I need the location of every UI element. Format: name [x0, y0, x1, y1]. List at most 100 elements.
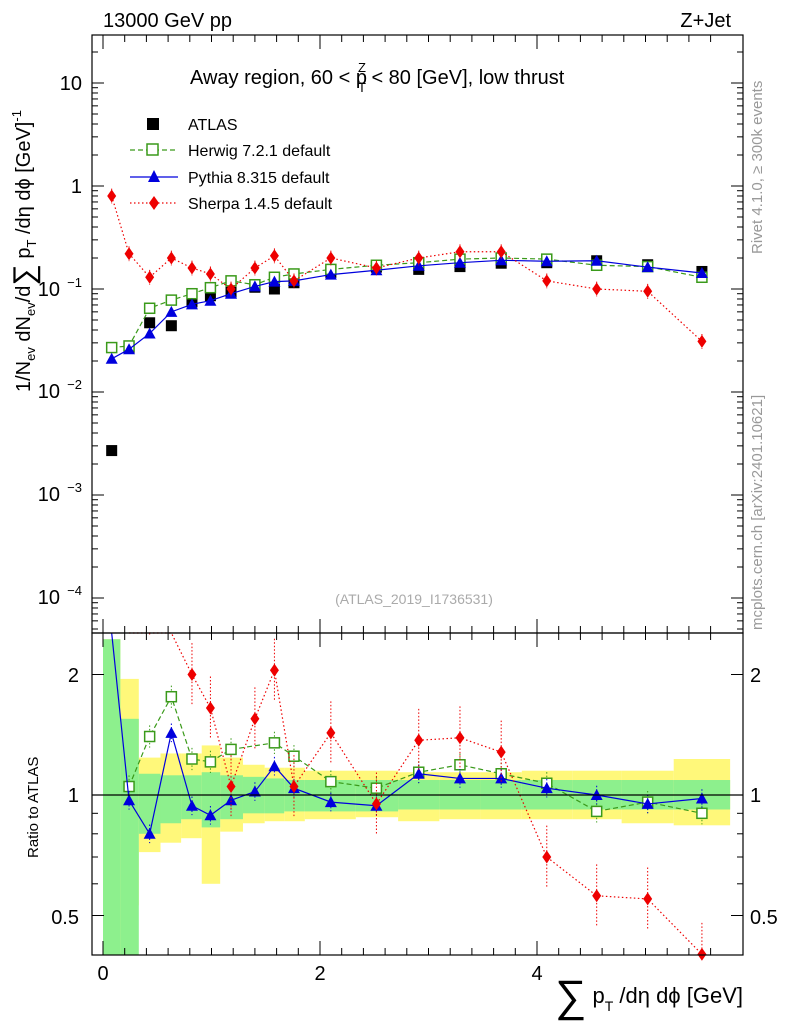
band-inner-bin [181, 775, 202, 820]
sherpa-main-point [455, 245, 465, 259]
pythia-ratio-point [268, 760, 281, 772]
sherpa-main-line [111, 195, 703, 342]
pythia-main-point [143, 327, 156, 339]
sherpa-main-point [371, 261, 381, 275]
pythia-ratio-point [412, 767, 425, 779]
pythia-ratio-point [324, 796, 337, 808]
pythia-ratio-point [225, 794, 238, 806]
ratio-y-axis-label: Ratio to ATLAS [25, 757, 42, 858]
legend-atlas-marker [147, 118, 159, 130]
mcplots-label: mcplots.cern.ch [arXiv:2401.10621] [749, 395, 766, 630]
atlas-data-point [106, 445, 118, 457]
y-tick-label-1: 1 [71, 176, 82, 198]
main-y-axis-label: 1/Nev dNev/d∑ pT /dη dϕ [GeV]-1 [8, 110, 41, 392]
pythia-main-point [540, 255, 553, 267]
pythia-ratio-point [123, 794, 136, 806]
y-tick-exp-1e-3: −3 [67, 480, 82, 495]
legend-pythia-marker [148, 170, 160, 182]
herwig-main-point [105, 341, 118, 354]
sherpa-main-point [542, 274, 552, 288]
sherpa-main-point [643, 284, 653, 298]
rivet-version-label: Rivet 4.1.0, ≥ 300k events [749, 81, 766, 254]
band-inner-bin [284, 780, 305, 812]
x-tick-label-2: 2 [314, 963, 325, 985]
herwig-ratio-point [143, 730, 156, 743]
pythia-main-point [185, 298, 198, 310]
sherpa-main-point [269, 249, 279, 263]
sherpa-ratio-point [250, 712, 260, 726]
y-tick-label-1e-4: 10 [38, 587, 60, 609]
sherpa-ratio-point [414, 733, 424, 747]
herwig-ratio-point [454, 759, 466, 771]
sherpa-ratio-point [187, 668, 197, 681]
y-tick-exp-1e-4: −4 [67, 583, 82, 598]
sherpa-ratio-point [371, 797, 381, 811]
ratio-y-tick-labels: 2 1 0.5 2 1 0.5 [51, 665, 778, 929]
sherpa-main-point [326, 251, 336, 265]
herwig-ratio-point [165, 690, 178, 703]
sherpa-main-point [496, 245, 506, 259]
sherpa-main-point [289, 274, 299, 288]
sherpa-ratio-point [205, 701, 215, 715]
pythia-main-point [495, 254, 508, 266]
pythia-ratio-point [143, 827, 156, 839]
y-tick-label-1e-1: 10 [38, 279, 60, 301]
herwig-main-point [186, 287, 198, 300]
x-axis-label: ∑ pT /dη dϕ [GeV] [555, 972, 743, 1021]
ratio-tick-label-right-0.5: 0.5 [750, 907, 778, 929]
legend: ATLAS Herwig 7.2.1 default Pythia 8.315 … [130, 117, 333, 213]
sherpa-main-point [226, 282, 236, 296]
sherpa-main-point [145, 270, 155, 284]
sherpa-ratio-point [592, 889, 602, 903]
pythia-main-point [324, 268, 337, 280]
sherpa-ratio-point [697, 947, 707, 961]
sherpa-ratio-point [542, 850, 552, 864]
atlas-data-point [144, 317, 156, 329]
sherpa-ratio-line [129, 632, 703, 955]
ratio-tick-label-right-2: 2 [750, 665, 761, 687]
x-tick-label-4: 4 [531, 963, 542, 985]
legend-herwig-label: Herwig 7.2.1 default [188, 143, 331, 160]
legend-atlas-label: ATLAS [188, 117, 238, 134]
process-label: Z+Jet [680, 10, 731, 32]
legend-herwig-marker [146, 143, 159, 156]
sherpa-main-point [107, 189, 117, 203]
sherpa-ratio-point [455, 731, 465, 745]
pythia-main-point [268, 275, 281, 287]
pythia-main-point [248, 280, 261, 292]
analysis-id: (ATLAS_2019_I1736531) [335, 591, 493, 607]
herwig-main-point [165, 294, 178, 306]
ratio-band-inner [103, 639, 731, 955]
herwig-ratio-point [590, 805, 603, 818]
legend-pythia-label: Pythia 8.315 default [188, 170, 330, 187]
sherpa-ratio-point [643, 892, 653, 906]
sherpa-ratio-point [269, 663, 279, 677]
y-tick-label-1e-3: 10 [38, 484, 60, 506]
chart-title: Away region, 60 < pZ T < 80 [GeV], low th… [190, 60, 565, 95]
pythia-main-point [165, 305, 178, 317]
chart-title-sup: Z [358, 60, 366, 75]
y-tick-exp-1e-2: −2 [67, 377, 82, 392]
band-inner-bin [103, 639, 121, 955]
herwig-main-point [204, 281, 217, 294]
sherpa-main-point [592, 282, 602, 296]
band-inner-bin [120, 718, 139, 955]
main-data-layer [105, 188, 708, 457]
chart-title-tail: < 80 [GeV], low thrust [366, 67, 565, 89]
ratio-tick-label-right-1: 1 [750, 785, 761, 807]
x-tick-labels: 0 2 4 [97, 963, 542, 985]
ratio-panel-frame [91, 632, 744, 956]
sherpa-main-point [187, 261, 197, 275]
pythia-main-point [204, 294, 217, 306]
pythia-ratio-point [185, 799, 198, 811]
herwig-ratio-point [325, 775, 337, 788]
sherpa-ratio-point [289, 780, 299, 794]
herwig-ratio-point [186, 753, 198, 765]
legend-sherpa-marker [149, 196, 159, 210]
herwig-ratio-point [123, 780, 135, 793]
herwig-ratio-point [204, 756, 217, 768]
pythia-main-line [111, 259, 702, 360]
pythia-main-point [105, 352, 118, 364]
x-tick-label-0: 0 [97, 963, 108, 985]
